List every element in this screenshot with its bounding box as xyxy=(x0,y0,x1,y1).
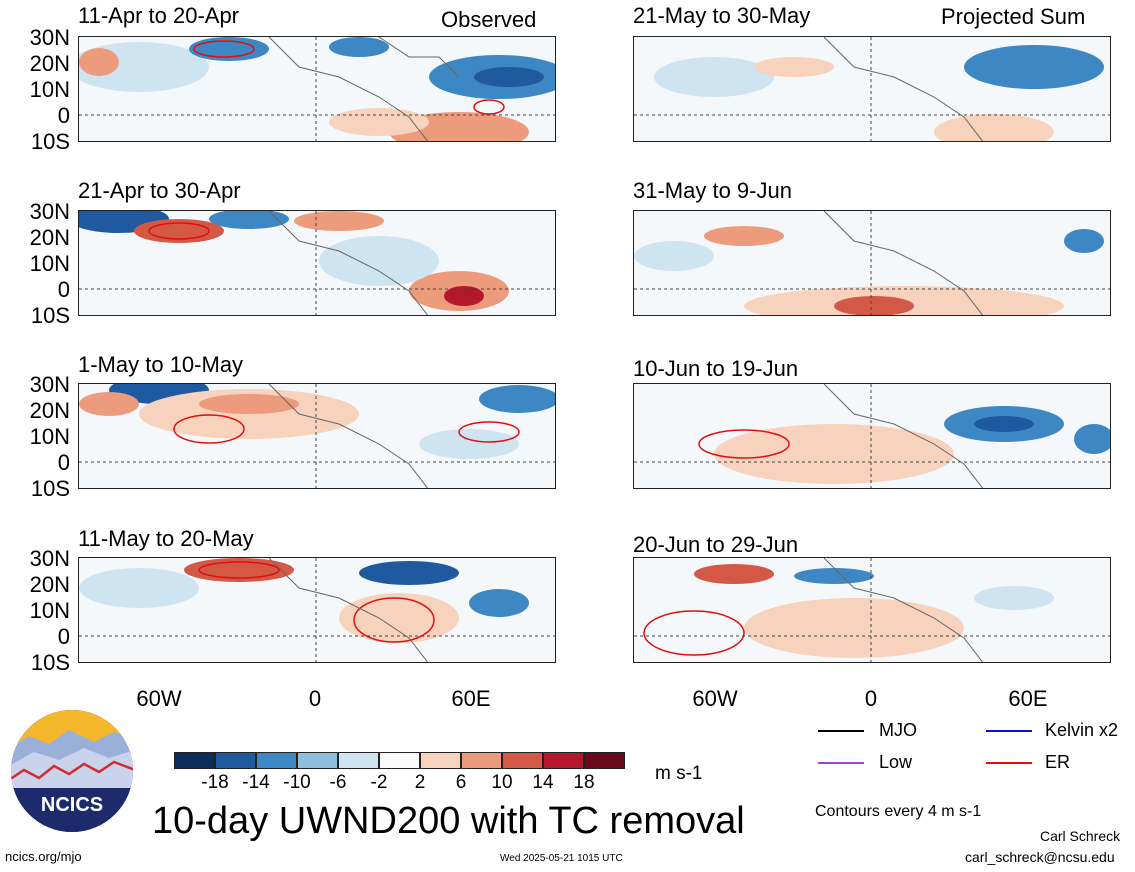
observed-label: Observed xyxy=(441,7,537,32)
map-panel xyxy=(633,557,1111,663)
contour-note: Contours every 4 m s-1 xyxy=(815,803,982,820)
map-field xyxy=(634,558,1110,662)
ncics-logo: NCICS xyxy=(9,708,135,834)
legend-label-er: ER xyxy=(1045,752,1071,772)
colorbar-cell xyxy=(461,752,502,769)
lat-label: 10S xyxy=(30,129,70,154)
lat-label: 0 xyxy=(57,624,70,649)
lon-label: 60W xyxy=(692,686,738,711)
lat-label: 0 xyxy=(57,450,70,475)
colorbar-cell xyxy=(502,752,543,769)
lon-label: 60E xyxy=(451,686,491,711)
colorbar-label: 2 xyxy=(414,772,426,793)
map-panel xyxy=(633,36,1111,142)
colorbar-cell xyxy=(584,752,625,769)
colorbar-label: -14 xyxy=(242,772,270,793)
map-panel xyxy=(78,557,556,663)
colorbar-cell xyxy=(256,752,297,769)
colorbar-label: -6 xyxy=(329,772,347,793)
lat-label: 10S xyxy=(30,650,70,675)
panel-period-label: 31-May to 9-Jun xyxy=(633,178,792,203)
lat-label: 20N xyxy=(29,572,70,597)
panel-period-label: 11-May to 20-May xyxy=(78,526,254,551)
colorbar-cell xyxy=(338,752,379,769)
legend-line-mjo xyxy=(818,730,864,732)
lat-label: 10N xyxy=(29,598,70,623)
map-panel xyxy=(78,210,556,316)
lat-label: 10N xyxy=(29,251,70,276)
panel-period-label: 10-Jun to 19-Jun xyxy=(633,356,799,381)
projected-sum-label: Projected Sum xyxy=(941,4,1086,29)
map-field xyxy=(79,558,555,662)
map-panel xyxy=(78,36,556,142)
panel-period-label: 20-Jun to 29-Jun xyxy=(633,532,799,557)
logo-text: NCICS xyxy=(41,794,103,816)
footer-timestamp: Wed 2025-05-21 1015 UTC xyxy=(500,853,623,864)
lon-label: 0 xyxy=(308,686,322,711)
lon-label: 60W xyxy=(136,686,182,711)
colorbar-cell xyxy=(297,752,338,769)
colorbar-label: 14 xyxy=(532,772,554,793)
lat-label: 10S xyxy=(30,303,70,328)
lat-label: 10N xyxy=(29,424,70,449)
lat-label: 30N xyxy=(29,25,70,50)
legend-label-kelvin: Kelvin x2 xyxy=(1045,720,1119,740)
panel-period-label: 1-May to 10-May xyxy=(78,352,244,377)
colorbar-cell xyxy=(174,752,215,769)
page-title: 10-day UWND200 with TC removal xyxy=(152,800,745,842)
lat-label: 20N xyxy=(29,225,70,250)
map-field xyxy=(634,211,1110,315)
legend-line-low xyxy=(818,762,864,764)
map-field xyxy=(79,37,555,141)
footer-email[interactable]: carl_schreck@ncsu.edu xyxy=(965,849,1115,865)
lat-label: 30N xyxy=(29,546,70,571)
lat-label: 30N xyxy=(29,372,70,397)
lon-label: 0 xyxy=(864,686,878,711)
legend-label-mjo: MJO xyxy=(879,720,917,740)
legend-label-low: Low xyxy=(879,752,913,772)
lat-label: 0 xyxy=(57,277,70,302)
map-panel xyxy=(633,383,1111,489)
colorbar-label: 18 xyxy=(573,772,595,793)
colorbar-cell xyxy=(543,752,584,769)
legend-line-er xyxy=(986,762,1032,764)
map-panel xyxy=(78,383,556,489)
colorbar-label: 10 xyxy=(491,772,513,793)
legend-line-kelvin xyxy=(986,730,1032,732)
lat-label: 20N xyxy=(29,398,70,423)
lat-label: 30N xyxy=(29,199,70,224)
map-panel xyxy=(633,210,1111,316)
map-field xyxy=(79,211,555,315)
lon-label: 60E xyxy=(1008,686,1048,711)
colorbar-cell xyxy=(215,752,256,769)
footer-author: Carl Schreck xyxy=(1040,828,1121,844)
colorbar-label: -2 xyxy=(370,772,388,793)
colorbar-cell xyxy=(420,752,461,769)
logo-graphic: NCICS xyxy=(11,710,133,832)
panel-period-label: 11-Apr to 20-Apr xyxy=(78,3,240,28)
map-field xyxy=(79,384,555,488)
lat-label: 10S xyxy=(30,476,70,501)
lat-label: 20N xyxy=(29,51,70,76)
panel-period-label: 21-May to 30-May xyxy=(633,3,811,28)
colorbar-label: -18 xyxy=(201,772,229,793)
map-field xyxy=(634,384,1110,488)
colorbar-label: -10 xyxy=(283,772,311,793)
colorbar-cell xyxy=(379,752,420,769)
map-field xyxy=(634,37,1110,141)
colorbar-label: 6 xyxy=(455,772,467,793)
units-label: m s-1 xyxy=(655,763,703,784)
panel-period-label: 21-Apr to 30-Apr xyxy=(78,178,241,203)
lat-label: 0 xyxy=(57,103,70,128)
footer-url[interactable]: ncics.org/mjo xyxy=(5,849,82,864)
lat-label: 10N xyxy=(29,77,70,102)
